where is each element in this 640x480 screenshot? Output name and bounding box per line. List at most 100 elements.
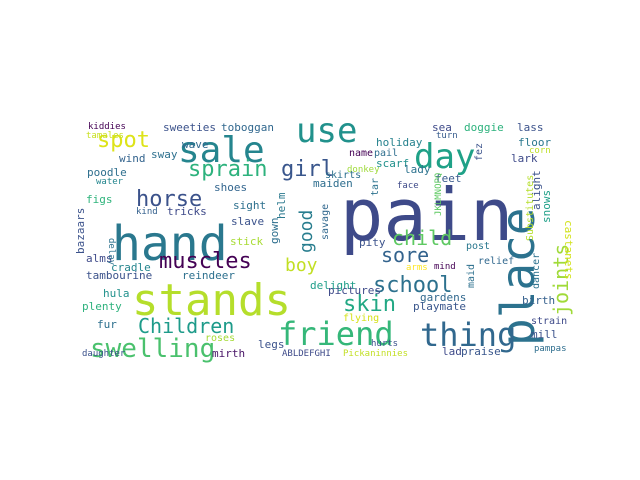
word-sea: sea [432, 121, 452, 134]
word-reindeer: reindeer [182, 269, 235, 282]
word-turn: turn [436, 131, 458, 141]
word-place: place [491, 208, 545, 346]
word-helm: helm [275, 192, 288, 219]
word-gardens: gardens [420, 291, 466, 304]
word-sprain: sprain [188, 157, 267, 182]
word-floor: floor [518, 136, 551, 149]
word-substitutes: Substitutes [525, 175, 536, 241]
word-lark: lark [511, 152, 538, 165]
word-strain: strain [531, 316, 567, 327]
word-relief: relief [478, 256, 514, 267]
word-joints: joints [549, 244, 573, 316]
word-abldefghi: ABLDEFGHI [282, 349, 331, 359]
word-lad: lad [442, 345, 462, 358]
word-flying: flying [343, 313, 379, 324]
word-post: post [466, 241, 490, 252]
word-children: Children [138, 314, 234, 338]
word-muscles: muscles [159, 249, 252, 274]
word-sway: sway [151, 148, 178, 161]
word-child: child [392, 226, 452, 250]
word-stick: stick [230, 235, 263, 248]
word-tricks: tricks [167, 205, 207, 218]
word-alight: alight [530, 170, 543, 210]
word-skirts: skirts [325, 170, 361, 181]
word-school: school [373, 273, 452, 298]
word-poodle: poodle [87, 166, 127, 179]
word-tambourine: tambourine [86, 269, 152, 282]
word-doggie: doggie [464, 121, 504, 134]
word-hand: hand [112, 216, 228, 272]
word-day: day [414, 137, 475, 177]
word-fur: fur [97, 318, 117, 331]
word-alms: alms [86, 252, 113, 265]
word-water: water [96, 177, 124, 187]
word-boy: boy [285, 255, 318, 276]
word-delight: delight [310, 279, 356, 292]
word-arms: arms [406, 263, 428, 273]
word-sale: sale [178, 130, 265, 171]
word-snows: snows [540, 190, 553, 223]
word-tar: tar [370, 178, 381, 196]
word-pail: pail [374, 148, 398, 159]
word-girl: girl [281, 157, 334, 182]
word-wave: wave [182, 138, 209, 151]
word-pictures: pictures [328, 284, 381, 297]
word-face: face [397, 181, 419, 191]
word-plenty: plenty [82, 300, 122, 313]
word-spot: spot [97, 128, 150, 153]
word-roses: roses [205, 333, 235, 344]
word-maid: maid [466, 264, 477, 288]
word-feet: feet [435, 172, 462, 185]
word-mill: mill [531, 328, 558, 341]
word-good: good [296, 210, 317, 253]
word-mind: mind [434, 262, 456, 272]
word-kiddies: kiddies [88, 122, 126, 132]
word-toboggan: toboggan [221, 121, 274, 134]
word-hurts: hurts [371, 339, 398, 349]
word-daughter: daughter [82, 349, 126, 359]
word-gown: gown [268, 218, 281, 245]
word-stands: stands [132, 275, 291, 326]
word-horse: horse [136, 187, 202, 212]
word-lass: lass [517, 121, 544, 134]
word-tamales: tamales [86, 131, 124, 141]
word-mirth: mirth [212, 347, 245, 360]
word-bazaars: bazaars [74, 208, 87, 254]
word-pain: pain [340, 173, 513, 257]
word-scarf: scarf [376, 157, 409, 170]
word-pampas: pampas [534, 344, 567, 354]
word-shoes: shoes [214, 181, 247, 194]
word-swelling: swelling [90, 334, 215, 364]
word-corn: corn [529, 146, 551, 156]
word-skin: skin [343, 292, 396, 317]
word-fez: fez [474, 143, 485, 161]
word-jklmnopq: JKLMNOPQ [434, 173, 444, 216]
word-playmate: playmate [413, 300, 466, 313]
word-thing: thing [420, 316, 516, 354]
word-kind: kind [136, 207, 158, 217]
word-donkey: donkey [347, 165, 380, 175]
word-savage: savage [320, 204, 331, 240]
word-pickaninnies: Pickaninnies [343, 349, 408, 359]
word-sight: sight [233, 199, 266, 212]
word-pity: pity [359, 236, 386, 249]
word-praise: praise [461, 345, 501, 358]
word-lady: lady [404, 163, 431, 176]
word-castanets: castanets [562, 220, 575, 280]
word-use: use [296, 111, 357, 151]
word-dancer: dancer [531, 253, 542, 289]
word-delay: delay [106, 238, 116, 266]
cloud-background [80, 114, 570, 368]
word-slave: slave [231, 215, 264, 228]
word-name: name [349, 148, 373, 159]
word-hula: hula [103, 287, 130, 300]
word-cradle: cradle [111, 261, 151, 274]
word-figs: figs [86, 193, 113, 206]
word-sweeties: sweeties [163, 121, 216, 134]
word-legs: legs [258, 338, 285, 351]
word-maiden: maiden [313, 177, 353, 190]
word-birth: birth [522, 294, 555, 307]
word-wind: wind [119, 152, 146, 165]
word-sore: sore [381, 243, 429, 267]
